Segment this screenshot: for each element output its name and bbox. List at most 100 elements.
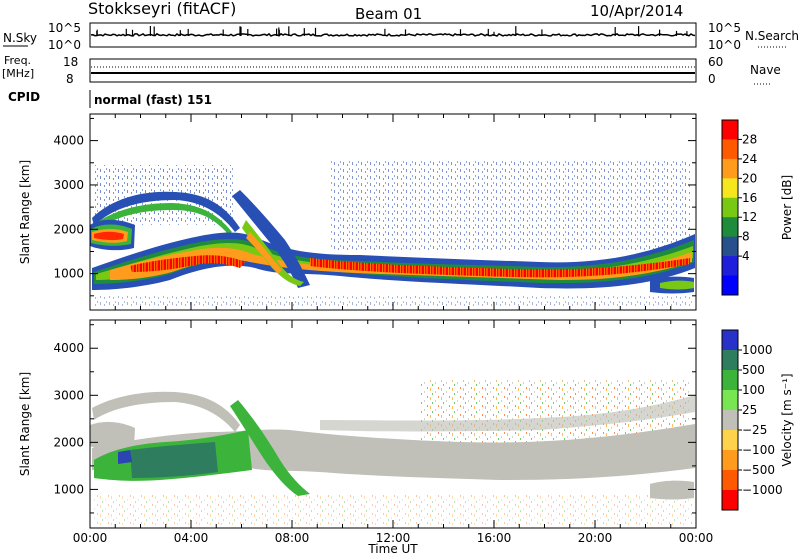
power-ytick-label: 4000 xyxy=(53,134,84,148)
nsearch-label: N.Search xyxy=(745,29,799,43)
power-colorbar-swatch xyxy=(722,236,738,257)
nsky-label: N.Sky xyxy=(3,31,37,45)
velocity-colorbar-tick-label: −1000 xyxy=(742,483,783,497)
freq-panel-frame xyxy=(89,58,697,83)
colorbars-layer: 28 24 20 16 12 8 4 Power [dB] 1000 500 100 25 −25 −10… xyxy=(721,119,794,511)
velocity-colorbar-swatch xyxy=(722,390,738,411)
freq-label: Freq. xyxy=(4,54,31,67)
beam-title: Beam 01 xyxy=(355,5,422,23)
velocity-right-patch xyxy=(650,480,694,500)
velocity-diagonal-streak xyxy=(230,400,310,496)
velocity-colorbar-swatch xyxy=(722,490,738,511)
time-tick-label: 16:00 xyxy=(477,531,512,545)
power-colorbar-tick-label: 24 xyxy=(742,152,757,166)
power-colorbar-swatch xyxy=(722,256,738,277)
power-colorbar-swatch xyxy=(722,275,738,296)
velocity-ytick-label: 2000 xyxy=(53,435,84,449)
velocity-green-patch-dark xyxy=(130,442,218,478)
power-colorbar-swatch xyxy=(722,120,738,140)
velocity-colorbar-swatch xyxy=(722,330,738,351)
time-axis-label: Time UT xyxy=(367,542,418,554)
power-ytick-label: 3000 xyxy=(53,178,84,192)
power-ytick-label: 1000 xyxy=(53,267,84,281)
power-upper-arc-blue xyxy=(92,191,240,232)
power-colorbar-swatch xyxy=(722,217,738,238)
nsky-panel-frame xyxy=(89,22,697,48)
power-colorbar-label: Power [dB] xyxy=(780,175,794,240)
power-colorbar-tick-label: 16 xyxy=(742,191,757,205)
power-colorbar-tick-label: 20 xyxy=(742,171,757,185)
velocity-colorbar-swatch xyxy=(722,350,738,371)
velocity-colorbar-swatch xyxy=(722,470,738,491)
power-colorbar-swatch xyxy=(722,178,738,199)
velocity-ytick-label: 3000 xyxy=(53,388,84,402)
velocity-colorbar-tick-label: −500 xyxy=(742,463,775,477)
velocity-colorbar-label: Velocity [m s⁻¹] xyxy=(780,373,794,466)
power-colorbar-swatch xyxy=(722,139,738,160)
velocity-blue-fleck xyxy=(118,450,132,464)
power-colorbar-swatch xyxy=(722,197,738,218)
velocity-upper-arc xyxy=(92,391,240,432)
velocity-colorbar-tick-label: 100 xyxy=(742,383,765,397)
power-ylabel: Slant Range [km] xyxy=(18,160,32,264)
power-ytick-label: 2000 xyxy=(53,222,84,236)
time-tick-label: 08:00 xyxy=(275,531,310,545)
velocity-colorbar-frame xyxy=(721,329,739,511)
power-diagonal-streak-blue xyxy=(232,190,310,288)
velocity-panel xyxy=(89,319,697,529)
power-early-patch-red xyxy=(94,231,124,241)
nave-tick-bottom: 0 xyxy=(708,72,716,86)
freq-tick-top: 18 xyxy=(63,55,78,69)
velocity-ytick-label: 1000 xyxy=(53,482,84,496)
velocity-colorbar-tick-label: −100 xyxy=(742,443,775,457)
velocity-colorbar-swatch xyxy=(722,410,738,431)
nsky-tick-top: 10^5 xyxy=(48,21,81,35)
nsearch-tick-bottom: 10^0 xyxy=(708,38,741,52)
nsky-spikes xyxy=(96,26,688,36)
axes-layer: 1000 2000 3000 4000 Slant Range [km] 1000 2000… xyxy=(18,114,713,554)
velocity-upper-scatter-band xyxy=(320,395,695,432)
time-tick-label: 00:00 xyxy=(679,531,714,545)
power-diagonal-streak-orange xyxy=(246,232,282,274)
power-colorbar-tick-label: 28 xyxy=(742,132,757,146)
cpid-value: normal (fast) 151 xyxy=(94,93,212,107)
nave-tick-top: 60 xyxy=(708,55,723,69)
velocity-near-range-speckle xyxy=(92,495,692,525)
power-diagonal-streak-green xyxy=(242,220,304,286)
cpid-label: CPID xyxy=(8,90,40,104)
time-tick-label: 00:00 xyxy=(73,531,108,545)
power-main-band-red xyxy=(130,255,245,272)
power-right-patch-green xyxy=(660,280,694,290)
power-colorbar-tick-label: 8 xyxy=(742,230,750,244)
nave-label: Nave xyxy=(750,63,781,77)
velocity-colorbar-swatch xyxy=(722,370,738,391)
velocity-ytick-label: 4000 xyxy=(53,341,84,355)
time-tick-label: 12:00 xyxy=(376,531,411,545)
power-colorbar-tick-label: 4 xyxy=(742,249,750,263)
freq-tick-bottom: 8 xyxy=(66,72,74,86)
power-colorbar-swatch xyxy=(722,158,738,179)
nsky-tick-bottom: 10^0 xyxy=(48,38,81,52)
velocity-colorbar-tick-label: −25 xyxy=(742,423,767,437)
velocity-colorbar-swatch xyxy=(722,430,738,451)
velocity-colorbar-swatch xyxy=(722,450,738,471)
time-tick-label: 04:00 xyxy=(174,531,209,545)
power-colorbar-tick-label: 12 xyxy=(742,210,757,224)
power-near-range-speckle xyxy=(92,296,692,306)
power-scatter-upper xyxy=(330,160,690,250)
power-colorbar-frame xyxy=(721,119,739,296)
power-main-band-orange xyxy=(110,247,692,280)
nsearch-tick-top: 10^5 xyxy=(708,21,741,35)
time-tick-label: 20:00 xyxy=(578,531,613,545)
station-title: Stokkseyri (fitACF) xyxy=(88,0,236,18)
velocity-colorbar-tick-label: 500 xyxy=(742,363,765,377)
date-title: 10/Apr/2014 xyxy=(590,2,683,20)
power-panel xyxy=(89,113,697,311)
freq-unit: [MHz] xyxy=(2,67,34,80)
power-upper-arc-green xyxy=(94,203,232,234)
power-main-band-red-late xyxy=(310,258,690,278)
velocity-colorbar-tick-label: 25 xyxy=(742,403,757,417)
velocity-ylabel: Slant Range [km] xyxy=(18,372,32,476)
velocity-colorbar-tick-label: 1000 xyxy=(742,343,773,357)
